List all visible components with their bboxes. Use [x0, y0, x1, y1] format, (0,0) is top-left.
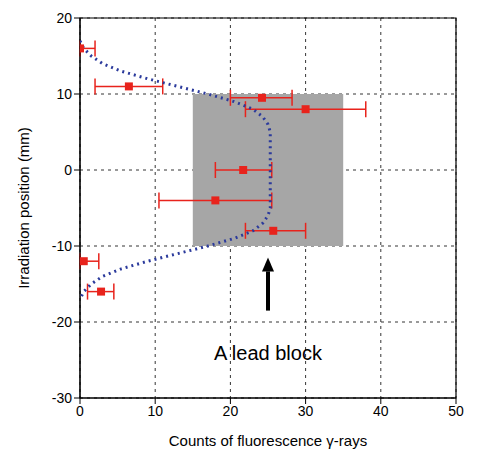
- svg-text:30: 30: [298, 403, 314, 419]
- svg-text:-30: -30: [52, 390, 72, 406]
- svg-text:0: 0: [64, 162, 72, 178]
- svg-text:40: 40: [373, 403, 389, 419]
- svg-text:10: 10: [56, 86, 72, 102]
- svg-text:Counts of fluorescence γ-rays: Counts of fluorescence γ-rays: [169, 432, 367, 449]
- svg-text:50: 50: [448, 403, 464, 419]
- svg-text:20: 20: [56, 10, 72, 26]
- svg-text:20: 20: [223, 403, 239, 419]
- svg-text:0: 0: [76, 403, 84, 419]
- svg-text:Irradiation position (mm): Irradiation position (mm): [15, 127, 32, 289]
- svg-text:-10: -10: [52, 238, 72, 254]
- svg-text:-20: -20: [52, 314, 72, 330]
- svg-text:A lead block: A lead block: [214, 342, 323, 364]
- svg-text:10: 10: [147, 403, 163, 419]
